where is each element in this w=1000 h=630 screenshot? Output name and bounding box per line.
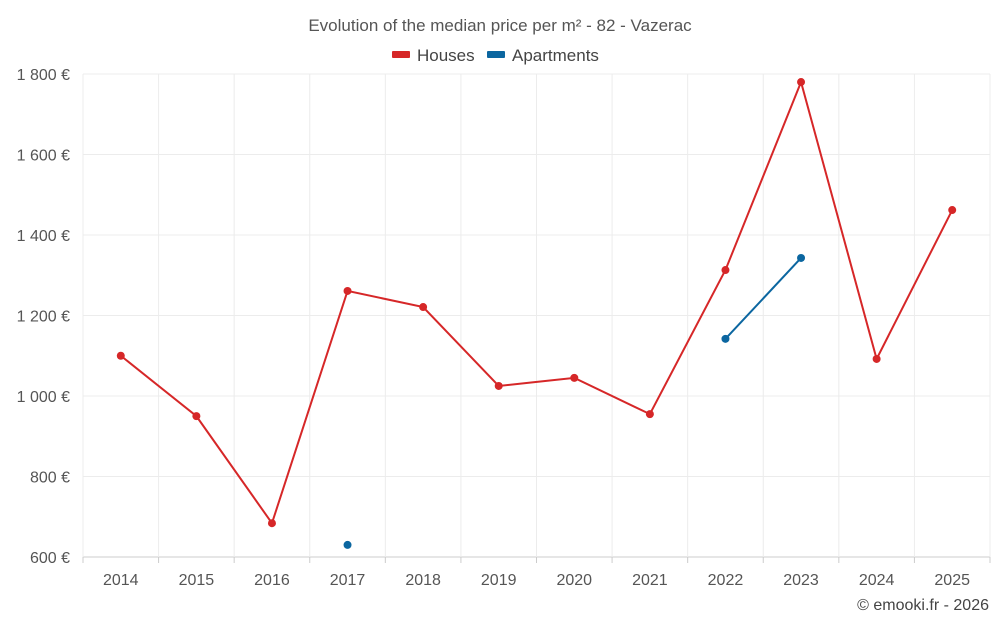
data-point-houses — [797, 78, 806, 87]
credit-text: © emooki.fr - 2026 — [857, 597, 989, 614]
data-point-apartments — [721, 334, 730, 343]
data-point-houses — [570, 373, 579, 382]
data-point-houses — [645, 410, 654, 419]
y-tick-label: 1 400 € — [17, 228, 70, 245]
series — [116, 78, 957, 549]
data-point-apartments — [343, 540, 352, 549]
legend-label-houses: Houses — [417, 46, 475, 65]
x-tick-label: 2018 — [405, 572, 441, 589]
x-tick-label: 2020 — [556, 572, 592, 589]
x-tick-label: 2014 — [103, 572, 139, 589]
data-point-houses — [872, 354, 881, 363]
x-tick-label: 2025 — [934, 572, 970, 589]
y-tick-label: 600 € — [30, 550, 70, 567]
series-line-apartments — [724, 257, 802, 340]
y-tick-label: 1 800 € — [17, 67, 70, 84]
data-point-houses — [948, 206, 957, 215]
x-tick-label: 2022 — [708, 572, 744, 589]
legend: Houses Apartments — [392, 46, 599, 65]
x-tick-label: 2016 — [254, 572, 290, 589]
data-point-houses — [494, 381, 503, 390]
x-tick-label: 2024 — [859, 572, 895, 589]
data-point-houses — [721, 266, 730, 275]
x-tick-label: 2017 — [330, 572, 366, 589]
x-tick-label: 2021 — [632, 572, 668, 589]
data-point-houses — [343, 286, 352, 295]
chart-title: Evolution of the median price per m² - 8… — [308, 16, 692, 35]
series-line-houses — [120, 78, 954, 526]
data-point-houses — [419, 303, 428, 312]
y-tick-label: 1 000 € — [17, 389, 70, 406]
legend-swatch-apartments — [487, 51, 505, 58]
x-tick-label: 2019 — [481, 572, 517, 589]
grid — [82, 73, 991, 558]
y-tick-label: 800 € — [30, 470, 70, 487]
y-tick-label: 1 200 € — [17, 309, 70, 326]
axes: 600 € 800 € 1 000 € 1 200 € 1 400 € 1 600 € 1 … — [17, 67, 991, 589]
data-point-houses — [192, 412, 201, 421]
x-tick-label: 2015 — [179, 572, 215, 589]
data-point-apartments — [797, 253, 806, 262]
y-tick-label: 1 600 € — [17, 148, 70, 165]
data-point-houses — [267, 519, 276, 528]
data-point-houses — [116, 351, 125, 360]
legend-swatch-houses — [392, 51, 410, 58]
legend-label-apartments: Apartments — [512, 46, 599, 65]
x-tick-label: 2023 — [783, 572, 819, 589]
